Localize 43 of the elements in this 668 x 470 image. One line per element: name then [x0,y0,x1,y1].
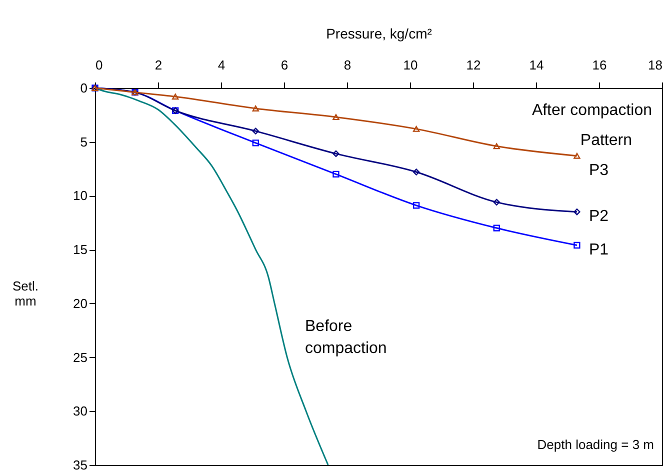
y-axis-title: Setl. mm [12,278,39,308]
point [412,202,420,209]
point [252,140,259,146]
y-tick-label: 0 [80,80,88,96]
x-axis-title: Pressure, kg/cm² [326,26,432,42]
point [332,150,340,158]
annotation: After compaction [532,102,652,119]
x-tick-label: 0 [96,58,103,72]
x-tick-label: 4 [218,58,226,72]
point [332,170,340,178]
y-tick-label: 35 [73,458,88,470]
point [412,126,420,132]
annotation: Pattern [580,132,632,149]
annotation: Depth loading = 3 m [537,437,654,452]
x-tick-label: 10 [403,58,418,72]
x-tick-label: 12 [466,58,481,72]
point [574,208,580,216]
y-tick-label: 5 [80,134,88,150]
series-label: P1 [588,241,609,258]
series-label: P2 [588,208,609,225]
y-tick-label: 15 [73,242,88,258]
y-tick-label: 25 [73,350,88,365]
point [574,152,580,159]
point [332,114,340,120]
point [412,168,420,176]
x-tick-label: 2 [154,58,162,72]
series-label: P3 [588,162,609,179]
point [493,198,500,206]
y-tick-label: 10 [73,188,88,204]
point [574,242,580,249]
y-tick-label: 30 [73,404,88,419]
annotation: Before compaction [305,318,387,357]
x-tick-label: 6 [280,58,288,72]
x-tick-label: 8 [344,58,352,72]
x-tick-label: 18 [648,58,662,72]
point [252,105,259,112]
point [172,94,179,100]
point [493,143,500,150]
y-tick-label: 20 [73,296,88,311]
x-tick-label: 16 [592,58,607,72]
point [252,128,259,134]
x-tick-label: 14 [529,58,544,72]
point [493,224,500,232]
